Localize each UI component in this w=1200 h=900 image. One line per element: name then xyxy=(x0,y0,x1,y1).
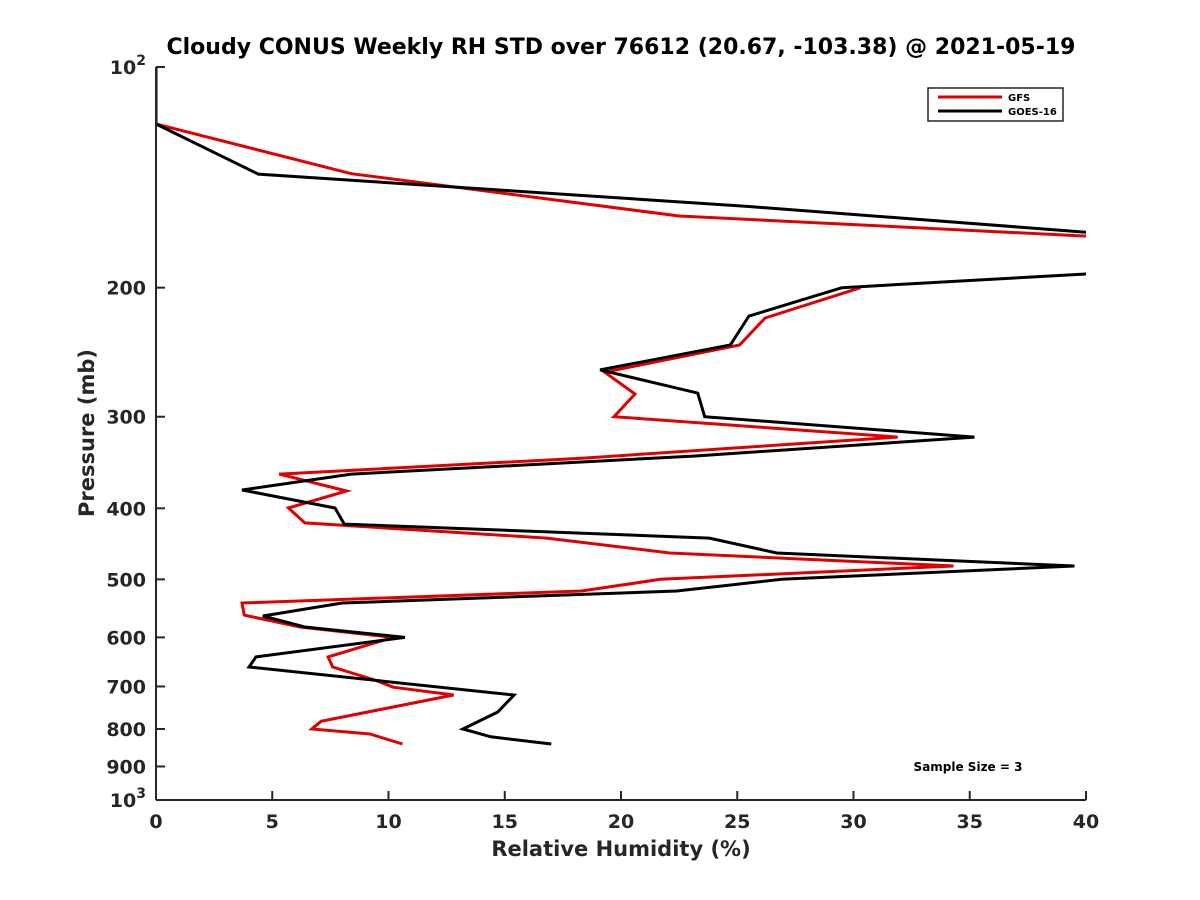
legend-label-goes16: GOES-16 xyxy=(1008,107,1057,118)
x-axis-label: Relative Humidity (%) xyxy=(491,837,750,861)
y-tick-label: 500 xyxy=(106,569,146,591)
y-tick-label: 900 xyxy=(106,756,146,778)
series-goes-16 xyxy=(156,67,1086,746)
series-line xyxy=(240,286,954,746)
series-gfs xyxy=(156,67,1086,746)
legend: GFS GOES-16 xyxy=(927,87,1064,122)
x-tick-label: 10 xyxy=(375,811,401,833)
y-tick-exponent: 3 xyxy=(136,786,146,802)
chart-title: Cloudy CONUS Weekly RH STD over 76612 (2… xyxy=(167,35,1076,60)
y-tick-label: 102 xyxy=(110,53,146,79)
series-line xyxy=(156,67,1086,234)
x-tick-label: 25 xyxy=(724,811,750,833)
legend-box xyxy=(927,87,1064,122)
y-tick-label: 800 xyxy=(106,719,146,741)
y-tick-label: 400 xyxy=(106,498,146,520)
y-tick-base: 10 xyxy=(110,57,136,79)
plot-right-mask xyxy=(1087,60,1200,805)
x-tick-label: 20 xyxy=(608,811,634,833)
y-axis-label: Pressure (mb) xyxy=(75,349,99,517)
legend-label-gfs: GFS xyxy=(1008,93,1030,104)
y-tick-exponent: 2 xyxy=(136,53,146,69)
series-layer xyxy=(156,60,1200,805)
x-tick-label: 40 xyxy=(1073,811,1099,833)
y-tick-base: 10 xyxy=(110,790,136,812)
series-line xyxy=(241,272,1086,746)
x-tick-label: 35 xyxy=(957,811,983,833)
x-tick-label: 30 xyxy=(840,811,866,833)
x-ticks: 0 5 10 15 20 25 30 35 40 xyxy=(149,791,1099,833)
y-tick-label: 103 xyxy=(110,786,146,812)
x-tick-label: 15 xyxy=(492,811,518,833)
x-tick-label: 0 xyxy=(149,811,162,833)
y-tick-label: 300 xyxy=(106,407,146,429)
y-tick-label: 600 xyxy=(106,627,146,649)
sample-size-annotation: Sample Size = 3 xyxy=(914,760,1023,774)
x-tick-label: 5 xyxy=(266,811,279,833)
y-tick-label: 700 xyxy=(106,676,146,698)
y-tick-label: 200 xyxy=(106,278,146,300)
series-line xyxy=(156,67,1086,238)
